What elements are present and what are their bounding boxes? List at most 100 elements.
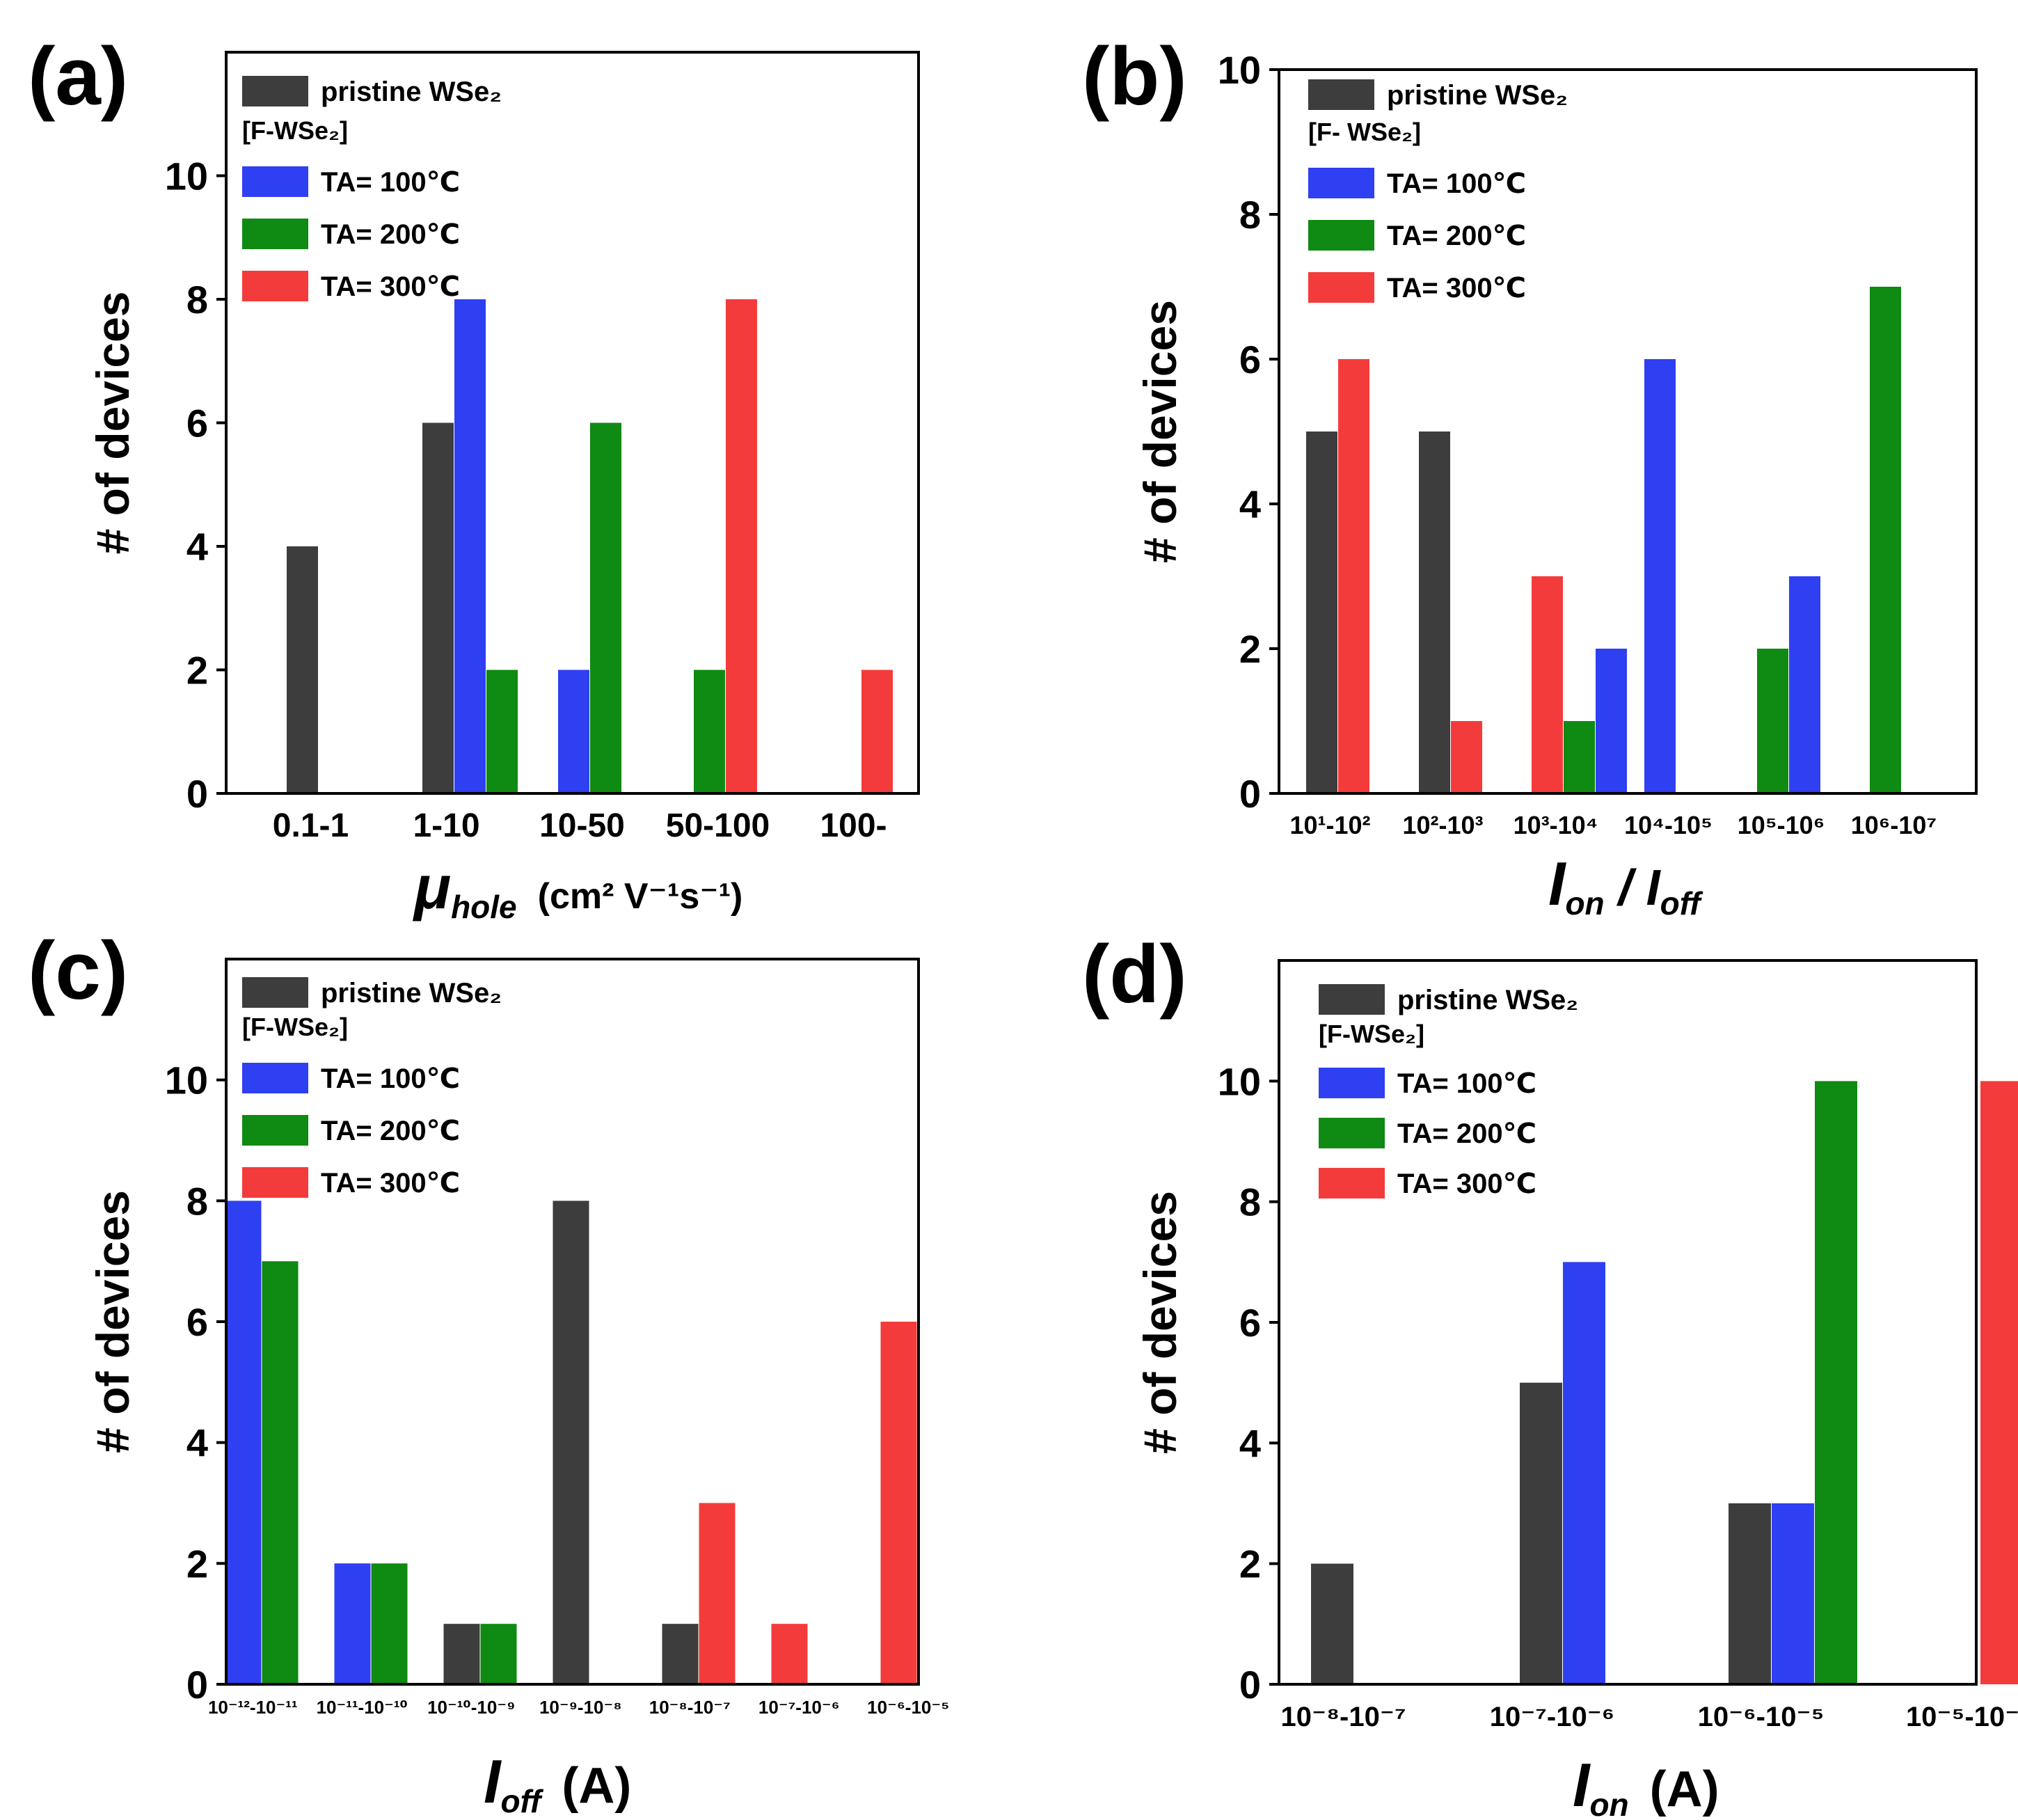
legend-group-header: [F-WSe₂] [242,1013,348,1041]
x-tick-label: 10⁶-10⁷ [1851,811,1937,839]
panel-d: (d) 0 2 4 6 8 10 # of devices 10⁻⁸-10⁻⁷ 10⁻⁷-10⁻⁶… [1082,928,2018,1820]
plot-frame [1278,68,1978,795]
bar-ta300 [771,1624,808,1684]
legend-swatch-ta200 [1319,1118,1385,1148]
bar-pristine [287,546,318,793]
x-tick-label: 50-100 [666,807,770,844]
x-axis-slash: / I [1605,860,1662,916]
x-tick-label: 1-10 [413,807,479,844]
panel-a: (a) 0 2 4 6 8 10 # of devices 0.1-1 1-10 10-50 50-1… [28,31,920,925]
bar-ta200 [694,670,725,793]
legend-swatch-ta300 [1319,1168,1385,1198]
x-tick-label: 10⁻¹⁰-10⁻⁹ [427,1697,515,1718]
y-tick-label: 6 [186,402,208,445]
bar-ta200 [486,670,518,793]
bar-pristine [422,422,454,793]
bar-ta100 [1772,1503,1814,1684]
y-tick-label: 10 [165,1059,208,1102]
x-tick-label: 100- [820,807,887,844]
bar-pristine [662,1624,699,1684]
bar-ta200 [1757,649,1788,793]
legend-label-ta200: TA= 200℃ [1387,221,1526,251]
legend-label-pristine: pristine WSe₂ [1387,80,1568,111]
x-tick-label: 10⁻⁶-10⁻⁵ [867,1697,949,1718]
legend-label-ta300: TA= 300℃ [1397,1169,1536,1199]
legend-swatch-ta100 [1308,168,1374,198]
x-axis-label: Ion / Ioff [1548,849,1703,921]
bar-pristine [1520,1382,1562,1684]
legend-swatch-pristine [1319,984,1385,1015]
x-axis-symbol: I [484,1747,502,1816]
y-tick-label: 0 [1239,1663,1261,1707]
bar-pristine [1729,1503,1771,1684]
bar-ta100 [1644,359,1676,793]
legend-swatch-ta200 [242,219,308,249]
bar-ta300 [861,670,893,793]
legend-swatch-pristine [1308,79,1374,110]
legend-group-header: [F- WSe₂] [1308,118,1421,146]
legend-swatch-ta200 [1308,220,1374,251]
panel-letter: (c) [28,925,128,1017]
bar-ta100 [225,1201,262,1684]
bar-ta300 [1980,1081,2018,1684]
bar-ta200 [1870,287,1901,793]
x-tick-label: 10⁻¹¹-10⁻¹⁰ [317,1697,408,1718]
plot-frame [1278,959,1978,1686]
legend-group-header: [F-WSe₂] [1319,1020,1424,1048]
y-tick-label: 4 [186,525,208,569]
x-tick-label: 10⁻⁵-10⁻⁴ [1906,1702,2018,1732]
panel-c: (c) 0 2 4 6 8 10 # of devices 10⁻¹²-10⁻¹¹ 10⁻¹¹-1… [28,925,949,1819]
y-tick-label: 8 [1239,193,1261,237]
bar-ta300 [726,299,757,793]
y-axis-label: # of devices [1134,300,1186,563]
legend-swatch-ta300 [1308,272,1374,303]
bar-ta300 [880,1322,917,1684]
y-tick-label: 0 [1239,772,1261,816]
y-tick-label: 4 [1239,482,1261,526]
legend-label-ta100: TA= 100℃ [321,1063,460,1094]
x-axis-subscript: on [1565,885,1604,921]
y-tick-label: 10 [165,155,208,198]
legend-swatch-ta200 [242,1115,308,1146]
bar-ta200 [590,422,621,793]
y-tick-label: 4 [1239,1421,1261,1465]
legend-swatch-pristine [242,76,308,106]
y-tick-label: 0 [186,772,208,816]
legend-label-ta300: TA= 300℃ [1387,273,1526,303]
legend-label-ta100: TA= 100℃ [1387,168,1526,199]
x-axis-subscript: hole [451,889,517,925]
bar-ta100 [334,1563,371,1684]
x-tick-label: 10-50 [539,807,625,844]
x-tick-label: 10⁻⁸-10⁻⁷ [649,1697,731,1718]
y-tick-label: 8 [186,278,208,322]
bar-ta200 [371,1563,408,1684]
x-axis-unit: (cm² V⁻¹s⁻¹) [538,876,743,917]
y-axis-label: # of devices [87,292,138,555]
legend-swatch-ta100 [242,1063,308,1093]
bar-ta100 [1596,649,1627,793]
y-axis-label: # of devices [1134,1191,1186,1454]
x-axis-symbol: I [1573,1750,1591,1819]
legend-swatch-ta300 [242,271,308,301]
y-tick-label: 0 [186,1663,208,1707]
x-axis-subscript: off [500,1783,544,1819]
y-tick-label: 6 [1239,1301,1261,1345]
x-axis-symbol: μ [412,853,451,921]
x-tick-label: 10⁻⁷-10⁻⁶ [1490,1702,1614,1732]
x-tick-label: 10⁻⁶-10⁻⁵ [1698,1702,1825,1732]
x-axis-subscript-2: off [1660,885,1704,921]
legend: pristine WSe₂ [F-WSe₂] TA= 100℃ TA= 200℃ TA=… [242,977,502,1198]
plot-frame [225,958,920,1686]
legend-label-ta200: TA= 200℃ [321,219,460,250]
y-tick-label: 8 [1239,1180,1261,1224]
legend-swatch-ta100 [242,166,308,197]
legend-label-pristine: pristine WSe₂ [1397,985,1578,1015]
bar-ta300 [1338,359,1369,793]
bar-pristine [1419,432,1450,793]
legend-swatch-pristine [242,977,308,1008]
x-tick-label: 10⁻⁸-10⁻⁷ [1281,1702,1406,1732]
plot-frame [225,51,920,795]
bar-pristine [443,1624,480,1684]
x-tick-label: 10⁻⁷-10⁻⁶ [758,1697,840,1718]
y-tick-label: 6 [1239,338,1261,381]
